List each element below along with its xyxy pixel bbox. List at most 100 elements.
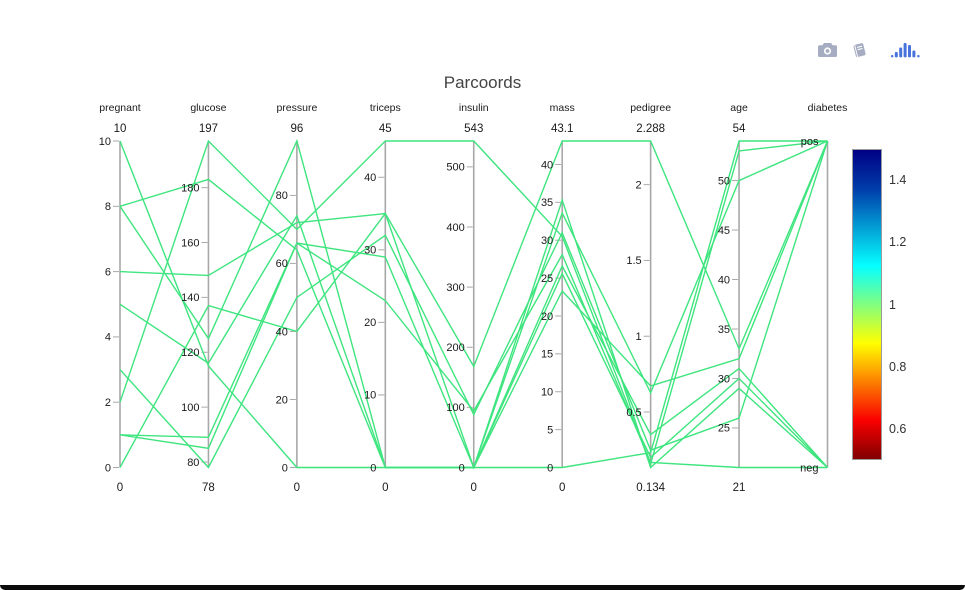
axis-insulin[interactable] — [466, 141, 475, 468]
tick-label-mass: 35 — [541, 197, 553, 209]
range-min-pregnant: 0 — [117, 482, 123, 494]
axis-title-pregnant: pregnant — [99, 102, 141, 114]
tick-label-insulin: 300 — [446, 282, 464, 294]
modebar — [818, 42, 920, 61]
tick-label-glucose: 160 — [181, 237, 199, 249]
tick-label-glucose: 100 — [181, 402, 199, 414]
colorbar-tick-label: 0.8 — [889, 359, 907, 374]
notebook-icon — [851, 43, 868, 60]
tick-label-triceps: 10 — [364, 390, 376, 402]
tick-label-insulin: 500 — [446, 162, 464, 174]
tick-label-pregnant: 8 — [105, 201, 111, 213]
tick-label-insulin: 0 — [459, 462, 465, 474]
range-min-triceps: 0 — [382, 482, 388, 494]
axis-diabetes[interactable] — [820, 140, 829, 468]
tick-label-pressure: 20 — [276, 394, 288, 406]
range-max-glucose: 197 — [199, 123, 218, 135]
tick-label-pressure: 60 — [276, 258, 288, 270]
chart-title: Parcoords — [443, 73, 522, 92]
colorbar-tick-label: 0.6 — [889, 421, 907, 436]
tick-label-insulin: 100 — [446, 402, 464, 414]
range-min-insulin: 0 — [471, 482, 477, 494]
download-png-button[interactable] — [818, 43, 837, 60]
labels-layer: 0246810pregnant10080100120140160180gluco… — [99, 102, 848, 494]
tick-label-age: 40 — [718, 274, 730, 286]
range-max-triceps: 45 — [379, 123, 392, 135]
range-max-pressure: 96 — [290, 123, 303, 135]
axis-triceps[interactable] — [378, 141, 387, 468]
colorbar-tick-label: 1.2 — [889, 235, 907, 250]
range-min-pedigree: 0.134 — [636, 482, 665, 494]
axis-title-glucose: glucose — [190, 102, 226, 114]
tick-label-pregnant: 10 — [99, 136, 111, 148]
lines-layer — [119, 138, 829, 470]
tick-label-mass: 20 — [541, 311, 553, 323]
tick-label-glucose: 140 — [181, 292, 199, 304]
axis-age[interactable] — [732, 141, 740, 468]
tick-label-mass: 10 — [541, 387, 553, 399]
parcoords-line — [119, 139, 828, 467]
axis-title-insulin: insulin — [459, 102, 489, 114]
tick-label-glucose: 180 — [181, 182, 199, 194]
range-min-glucose: 78 — [202, 482, 215, 494]
axes-layer — [113, 140, 829, 468]
axis-title-pedigree: pedigree — [630, 102, 671, 114]
tick-label-mass: 5 — [547, 424, 553, 436]
tick-label-mass: 25 — [541, 273, 553, 285]
range-max-pedigree: 2.288 — [636, 123, 665, 135]
axis-title-mass: mass — [550, 102, 575, 114]
axis-glucose[interactable] — [201, 141, 210, 468]
tick-label-triceps: 40 — [364, 172, 376, 184]
parcoords-line — [119, 242, 828, 469]
tick-label-mass: 0 — [547, 462, 553, 474]
tick-label-triceps: 20 — [364, 317, 376, 329]
range-max-insulin: 543 — [464, 123, 483, 135]
tick-label-pedigree: 1 — [636, 331, 642, 343]
tick-label-diabetes: neg — [800, 462, 818, 474]
colorbar-tick-label: 1 — [889, 297, 896, 312]
tick-label-triceps: 0 — [370, 462, 376, 474]
tick-label-pedigree: 2 — [636, 179, 642, 191]
tick-label-glucose: 80 — [187, 457, 199, 469]
tick-label-mass: 40 — [541, 159, 553, 171]
tick-label-glucose: 120 — [181, 347, 199, 359]
axis-pregnant[interactable] — [113, 140, 121, 468]
parcoords-line — [119, 140, 829, 469]
tick-label-pedigree: 1.5 — [626, 255, 641, 267]
range-max-pregnant: 10 — [114, 123, 127, 135]
tick-label-age: 30 — [718, 373, 730, 385]
colorbar-tick-label: 1.4 — [889, 173, 907, 188]
tick-label-diabetes: pos — [801, 136, 819, 148]
tick-label-pressure: 0 — [282, 462, 288, 474]
edit-chart-studio-button[interactable] — [851, 43, 868, 60]
tick-label-age: 35 — [718, 324, 730, 336]
axis-title-age: age — [730, 102, 748, 114]
axis-pedigree[interactable] — [643, 141, 652, 468]
tick-label-triceps: 30 — [364, 245, 376, 257]
range-min-mass: 0 — [559, 482, 565, 494]
axis-title-pressure: pressure — [276, 102, 317, 114]
axis-title-triceps: triceps — [370, 102, 401, 114]
tick-label-pregnant: 2 — [105, 397, 111, 409]
tick-label-pressure: 80 — [276, 190, 288, 202]
tick-label-age: 25 — [718, 423, 730, 435]
range-max-mass: 43.1 — [551, 123, 573, 135]
tick-label-pregnant: 4 — [105, 332, 111, 344]
plotly-logo-icon — [891, 42, 920, 61]
range-min-age: 21 — [733, 482, 746, 494]
tick-label-insulin: 400 — [446, 222, 464, 234]
range-min-pressure: 0 — [294, 482, 300, 494]
window-bottom-edge — [0, 585, 965, 590]
tick-label-pregnant: 6 — [105, 266, 111, 278]
tick-label-mass: 30 — [541, 235, 553, 247]
parcoords-line — [119, 138, 828, 469]
axis-mass[interactable] — [555, 141, 563, 468]
tick-label-age: 50 — [718, 175, 730, 187]
axis-title-diabetes: diabetes — [808, 102, 848, 114]
plotly-logo-button[interactable] — [891, 42, 920, 61]
tick-label-mass: 15 — [541, 349, 553, 361]
tick-label-pregnant: 0 — [105, 462, 111, 474]
camera-icon — [818, 43, 837, 60]
